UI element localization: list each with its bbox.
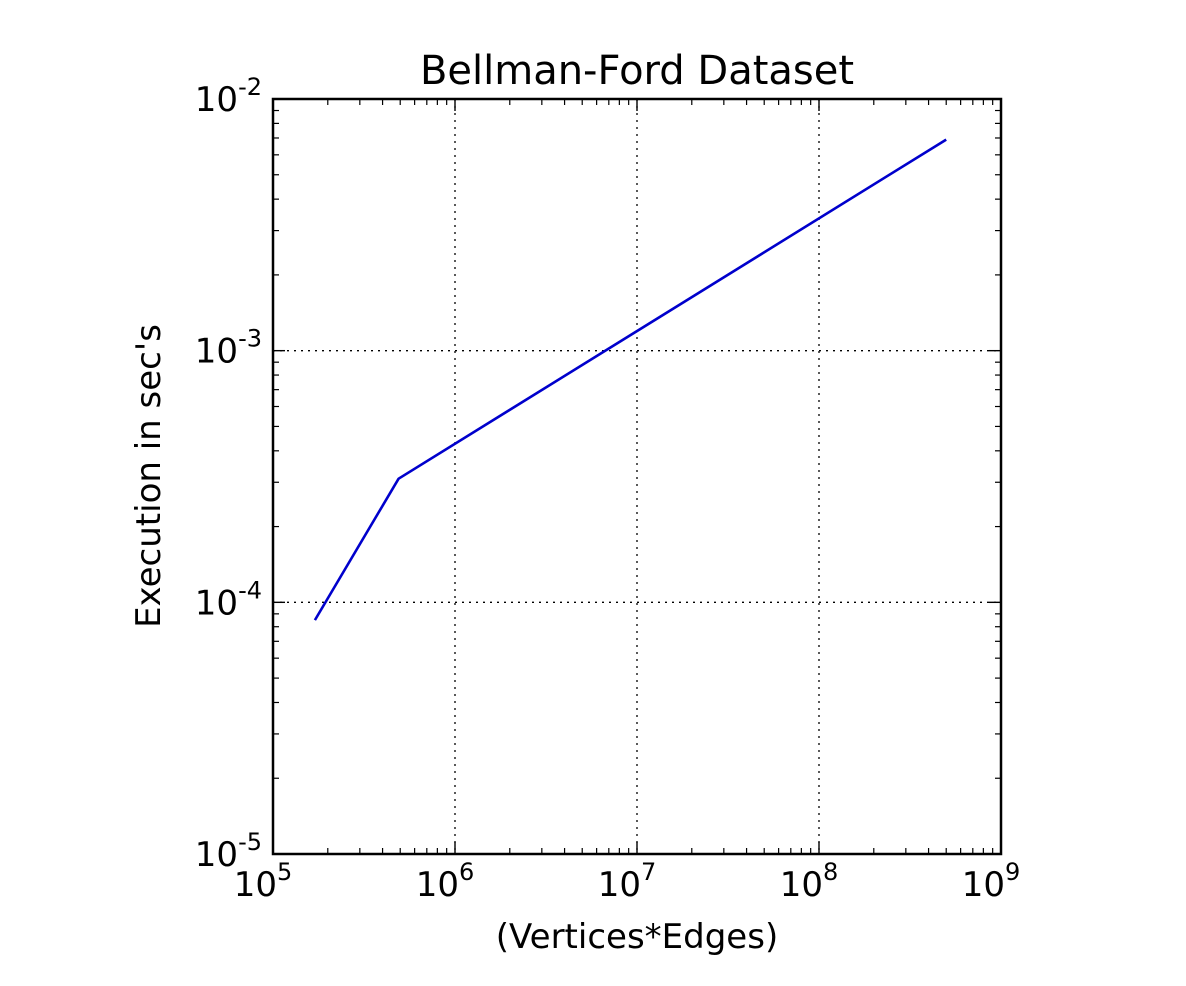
x-axis-label: (Vertices*Edges) <box>496 917 778 957</box>
grid <box>273 99 1001 854</box>
series <box>313 138 947 621</box>
series-line <box>313 138 947 621</box>
x-tick-label: 106 <box>416 858 475 905</box>
tick-labels: 105 106 107 108 109 10-5 10-4 10-3 10-2 <box>195 73 1020 905</box>
chart-title: Bellman-Ford Dataset <box>420 48 854 94</box>
y-tick-label: 10-3 <box>195 325 262 372</box>
y-tick-label: 10-2 <box>195 73 262 120</box>
x-tick-label: 107 <box>598 858 657 905</box>
y-tick-label: 10-4 <box>195 576 262 623</box>
y-tick-label: 10-5 <box>195 828 262 875</box>
x-tick-label: 109 <box>962 858 1021 905</box>
plot-frame <box>271 97 1003 856</box>
y-axis-label: Execution in sec's <box>129 324 169 628</box>
x-tick-label: 108 <box>780 858 839 905</box>
x-tick-label: 105 <box>234 858 293 905</box>
